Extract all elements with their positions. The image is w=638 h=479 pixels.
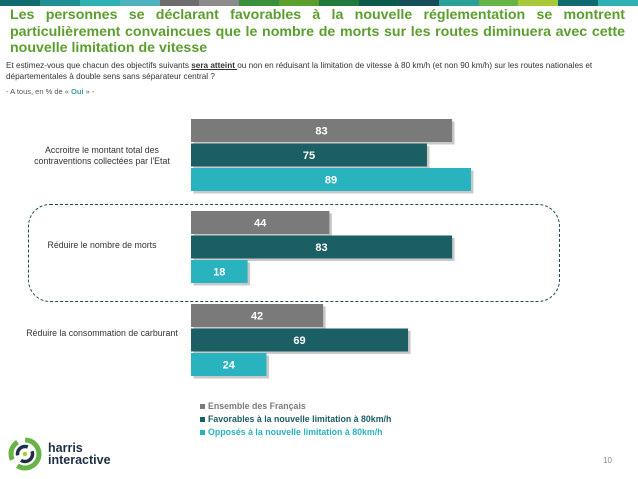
bar-opposes-contraventions bbox=[191, 168, 471, 191]
category-label-contraventions: Accroitre le montant total des contraven… bbox=[34, 145, 170, 166]
strip-segment-3 bbox=[119, 0, 160, 6]
legend-label-favorables: Favorables à la nouvelle limitation à 80… bbox=[208, 414, 392, 424]
highlight-dashed-frame bbox=[28, 204, 560, 302]
legend: Ensemble des Français Favorables à la no… bbox=[200, 400, 391, 439]
strip-segment-12 bbox=[478, 0, 519, 6]
legend-label-ensemble: Ensemble des Français bbox=[208, 401, 306, 411]
data-label-opposes-contraventions: 89 bbox=[325, 175, 337, 187]
base-note: - A tous, en % de « Oui » - bbox=[6, 87, 94, 96]
strip-segment-15 bbox=[598, 0, 638, 6]
strip-segment-2 bbox=[79, 0, 120, 6]
strip-segment-6 bbox=[239, 0, 280, 6]
page-title: Les personnes se déclarant favorables à … bbox=[10, 7, 625, 56]
strip-segment-1 bbox=[39, 0, 80, 6]
category-label-carburant: Réduire la consommation de carburant bbox=[26, 328, 178, 338]
question-underlined: sera atteint bbox=[191, 61, 238, 70]
question-text: Et estimez-vous que chacun des objectifs… bbox=[6, 60, 632, 82]
legend-swatch-favorables bbox=[200, 417, 205, 422]
base-before: - A tous, en % de « bbox=[6, 87, 72, 96]
strip-segment-14 bbox=[558, 0, 599, 6]
strip-segment-11 bbox=[438, 0, 479, 6]
logo-text-interactive: interactive bbox=[48, 453, 111, 467]
legend-item-ensemble: Ensemble des Français bbox=[200, 400, 391, 413]
bar-ensemble-contraventions bbox=[191, 119, 453, 142]
top-color-strip bbox=[0, 0, 638, 6]
legend-item-opposes: Opposés à la nouvelle limitation à 80km/… bbox=[200, 426, 391, 439]
strip-segment-4 bbox=[159, 0, 200, 6]
strip-segment-8 bbox=[319, 0, 359, 6]
strip-segment-5 bbox=[199, 0, 240, 6]
bar-favorables-morts bbox=[191, 235, 453, 259]
question-part-2: ou non en réduisant la limitation de vit… bbox=[6, 61, 593, 81]
bar-ensemble-morts bbox=[191, 211, 330, 234]
base-oui: Oui bbox=[71, 87, 84, 96]
data-label-ensemble-morts: 44 bbox=[254, 218, 267, 230]
data-label-ensemble-contraventions: 83 bbox=[315, 126, 327, 138]
bar-opposes-morts bbox=[191, 260, 248, 283]
logo-mark-icon bbox=[8, 437, 42, 471]
strip-segment-0 bbox=[0, 0, 40, 6]
harris-interactive-logo: harris interactive bbox=[8, 437, 111, 471]
data-label-ensemble-carburant: 42 bbox=[251, 311, 263, 323]
legend-swatch-ensemble bbox=[200, 404, 205, 409]
data-label-favorables-carburant: 69 bbox=[293, 335, 305, 347]
bar-favorables-contraventions bbox=[191, 143, 427, 167]
strip-segment-9 bbox=[358, 0, 399, 6]
page-number: 10 bbox=[603, 456, 612, 465]
legend-swatch-opposes bbox=[200, 430, 205, 435]
strip-segment-7 bbox=[279, 0, 319, 6]
data-label-opposes-morts: 18 bbox=[213, 267, 225, 279]
data-label-favorables-morts: 83 bbox=[315, 242, 327, 254]
data-label-opposes-carburant: 24 bbox=[223, 360, 236, 372]
strip-segment-10 bbox=[398, 0, 439, 6]
bar-opposes-carburant bbox=[191, 353, 267, 376]
strip-segment-13 bbox=[518, 0, 559, 6]
logo-text: harris interactive bbox=[48, 441, 111, 467]
base-after: » - bbox=[83, 87, 95, 96]
bar-favorables-carburant bbox=[191, 328, 409, 352]
legend-item-favorables: Favorables à la nouvelle limitation à 80… bbox=[200, 413, 391, 426]
bar-ensemble-carburant bbox=[191, 304, 324, 327]
category-label-morts: Réduire le nombre de morts bbox=[47, 240, 157, 250]
logo-text-harris: harris bbox=[48, 441, 83, 455]
legend-label-opposes: Opposés à la nouvelle limitation à 80km/… bbox=[208, 427, 383, 437]
question-part-1: Et estimez-vous que chacun des objectifs… bbox=[6, 61, 192, 70]
data-label-favorables-contraventions: 75 bbox=[303, 150, 315, 162]
